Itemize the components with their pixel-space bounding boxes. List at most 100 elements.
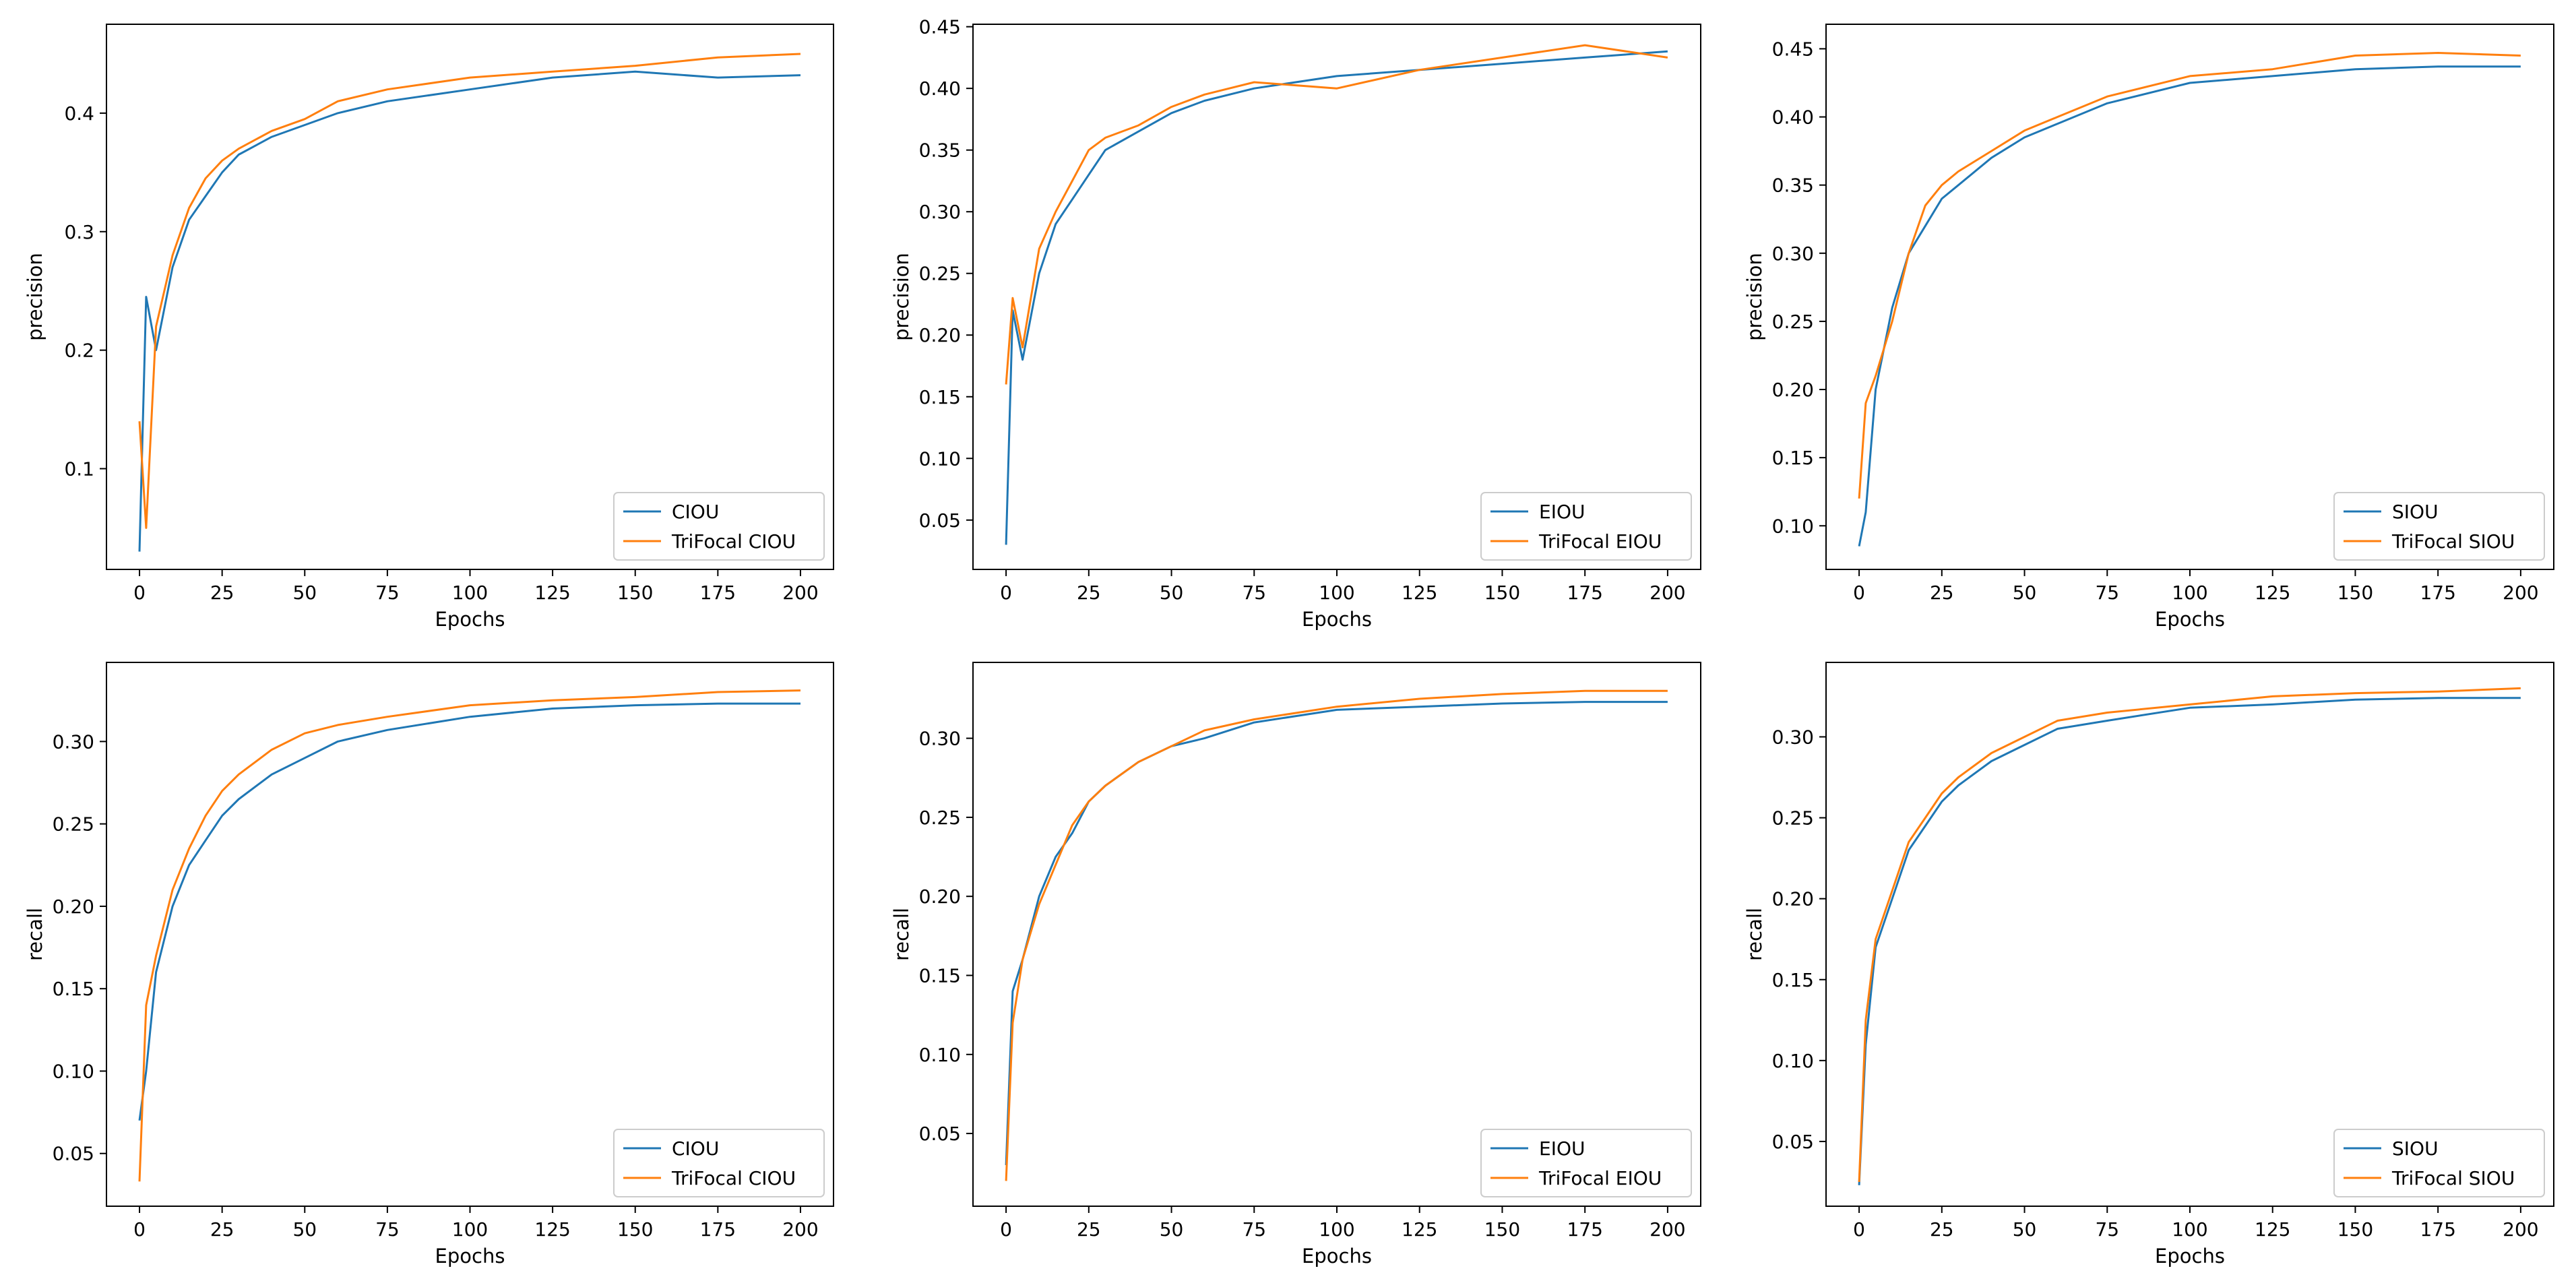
y-tick-label: 0.3 xyxy=(64,221,94,243)
series-line-2 xyxy=(1005,44,1668,385)
x-tick-label: 150 xyxy=(1484,1218,1520,1241)
x-tick-label: 175 xyxy=(2420,1218,2455,1241)
series-line-1 xyxy=(1005,50,1668,545)
axes-frame xyxy=(1825,24,2554,570)
x-tick-label: 100 xyxy=(452,582,488,604)
y-axis-label: precision xyxy=(24,253,46,341)
x-axis-label: Epochs xyxy=(1302,608,1372,631)
y-tick-label: 0.30 xyxy=(919,201,961,223)
x-tick-label: 150 xyxy=(2337,582,2373,604)
y-tick-label: 0.05 xyxy=(919,509,961,532)
legend-box xyxy=(2333,492,2545,561)
y-tick-label: 0.10 xyxy=(53,1060,94,1082)
y-tick-label: 0.1 xyxy=(64,458,94,480)
y-tick-label: 0.25 xyxy=(53,813,94,836)
y-axis-label: recall xyxy=(890,908,913,961)
x-tick-label: 75 xyxy=(375,582,400,604)
x-tick-label: 75 xyxy=(2095,582,2119,604)
legend-label-2: TriFocal SIOU xyxy=(2391,530,2515,553)
y-tick-label: 0.4 xyxy=(64,102,94,125)
y-tick-label: 0.15 xyxy=(53,978,94,1000)
x-tick-label: 125 xyxy=(2255,1218,2290,1241)
legend-label-1: EIOU xyxy=(1539,1137,1585,1160)
x-tick-label: 100 xyxy=(452,1218,488,1241)
x-tick-label: 0 xyxy=(1000,582,1012,604)
x-tick-label: 175 xyxy=(700,1218,736,1241)
y-tick-label: 0.10 xyxy=(1772,515,1814,537)
legend-box xyxy=(1480,492,1692,561)
axes-frame xyxy=(106,662,834,1207)
legend: CIOU TriFocal CIOU xyxy=(613,492,825,561)
legend-box xyxy=(1480,1129,1692,1197)
x-tick-label: 200 xyxy=(1650,582,1685,604)
y-tick-label: 0.25 xyxy=(919,263,961,285)
series-line-1 xyxy=(1858,65,2521,546)
y-tick-label: 0.25 xyxy=(1772,807,1814,830)
x-tick-label: 100 xyxy=(2172,1218,2207,1241)
chart-panel-3: 0 25 50 75 100 125 150 175 200 0.10 0.15 0.20 0.25 0.… xyxy=(1743,24,2554,631)
y-tick-label: 0.15 xyxy=(1772,969,1814,991)
y-tick-label: 0.10 xyxy=(919,447,961,470)
series-line-2 xyxy=(1858,52,2521,499)
axes-frame xyxy=(106,24,834,570)
y-tick-label: 0.30 xyxy=(53,730,94,753)
y-tick-label: 0.15 xyxy=(919,964,961,987)
x-tick-label: 150 xyxy=(1484,582,1520,604)
y-tick-label: 0.20 xyxy=(919,324,961,346)
x-tick-label: 25 xyxy=(210,582,234,604)
x-tick-label: 25 xyxy=(1930,582,1954,604)
y-tick-label: 0.40 xyxy=(1772,106,1814,129)
axes-frame xyxy=(972,24,1701,570)
x-tick-label: 50 xyxy=(292,1218,317,1241)
y-tick-label: 0.25 xyxy=(919,807,961,829)
x-tick-label: 50 xyxy=(1160,1218,1184,1241)
y-axis-label: recall xyxy=(1743,908,1766,961)
axes-frame xyxy=(1825,662,2554,1207)
x-tick-label: 0 xyxy=(133,1218,146,1241)
x-tick-label: 25 xyxy=(1077,1218,1101,1241)
x-tick-label: 100 xyxy=(1319,582,1354,604)
legend: SIOU TriFocal SIOU xyxy=(2333,1129,2545,1197)
chart-panel-1: 0 25 50 75 100 125 150 175 200 0.1 0.2 0.3 0.4 Epochs… xyxy=(24,24,834,631)
x-tick-label: 25 xyxy=(1930,1218,1954,1241)
legend: EIOU TriFocal EIOU xyxy=(1480,492,1692,561)
y-tick-label: 0.2 xyxy=(64,340,94,362)
y-tick-label: 0.35 xyxy=(1772,175,1814,197)
x-tick-label: 125 xyxy=(1402,582,1437,604)
x-tick-label: 175 xyxy=(1567,582,1602,604)
legend-label-1: SIOU xyxy=(2392,1137,2439,1160)
x-tick-label: 75 xyxy=(1242,1218,1266,1241)
y-tick-label: 0.30 xyxy=(1772,243,1814,265)
series-line-2 xyxy=(138,53,801,529)
series-line-1 xyxy=(138,702,800,1121)
x-tick-label: 200 xyxy=(782,1218,818,1241)
y-tick-label: 0.30 xyxy=(1772,726,1814,748)
y-tick-label: 0.05 xyxy=(1772,1131,1814,1153)
x-tick-label: 0 xyxy=(1853,1218,1865,1241)
x-tick-label: 125 xyxy=(534,582,570,604)
y-tick-label: 0.35 xyxy=(919,139,961,162)
y-axis-label: precision xyxy=(890,253,913,341)
y-axis-label: precision xyxy=(1743,253,1766,341)
y-tick-label: 0.45 xyxy=(1772,38,1814,60)
legend-label-1: CIOU xyxy=(672,1137,719,1160)
x-tick-label: 0 xyxy=(1853,582,1865,604)
x-tick-label: 125 xyxy=(1402,1218,1437,1241)
x-tick-label: 100 xyxy=(1319,1218,1354,1241)
x-axis-label: Epochs xyxy=(435,608,505,631)
series-line-1 xyxy=(1858,697,2521,1185)
legend-label-2: TriFocal CIOU xyxy=(671,530,796,553)
y-tick-label: 0.40 xyxy=(919,77,961,100)
x-tick-label: 100 xyxy=(2172,582,2207,604)
x-tick-label: 125 xyxy=(534,1218,570,1241)
x-axis-label: Epochs xyxy=(2155,1245,2225,1268)
x-tick-label: 200 xyxy=(2503,582,2538,604)
x-tick-label: 75 xyxy=(1242,582,1266,604)
x-tick-label: 200 xyxy=(2503,1218,2538,1241)
x-tick-label: 200 xyxy=(782,582,818,604)
y-tick-label: 0.20 xyxy=(53,896,94,918)
y-tick-label: 0.30 xyxy=(919,728,961,750)
legend-box xyxy=(613,492,825,561)
y-tick-label: 0.05 xyxy=(919,1123,961,1145)
chart-panel-4: 0 25 50 75 100 125 150 175 200 0.05 0.10 0.15 0.20 0.… xyxy=(24,662,834,1268)
